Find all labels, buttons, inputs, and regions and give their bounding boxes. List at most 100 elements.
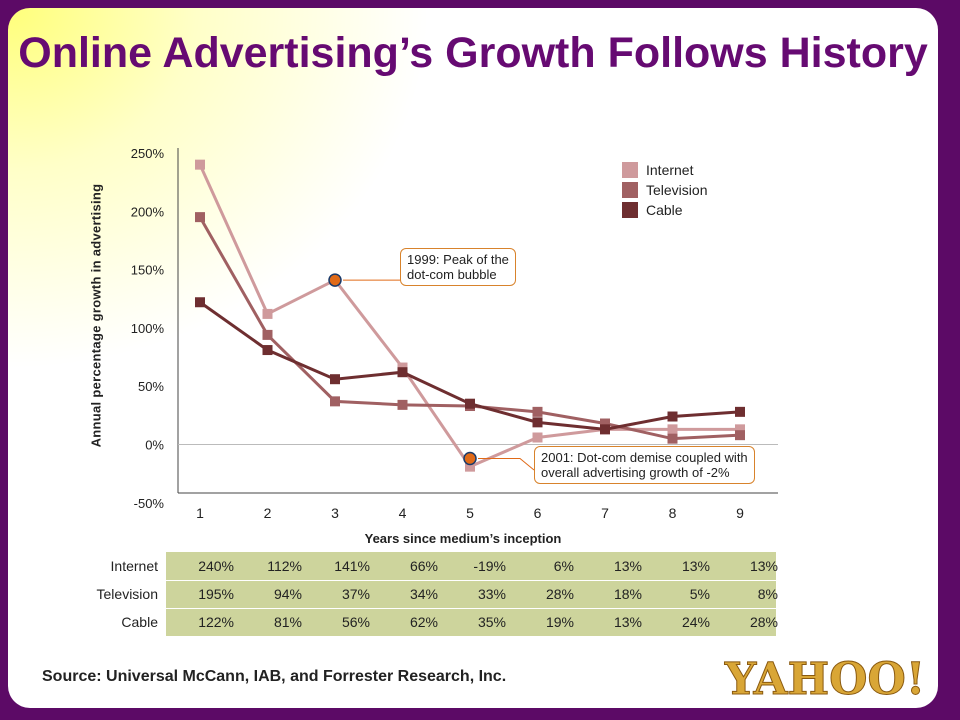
table-cell: 122% — [198, 614, 234, 630]
data-point-cable — [735, 406, 745, 417]
table-divider — [166, 580, 776, 581]
data-point-television — [532, 406, 543, 417]
legend-swatch — [622, 202, 638, 218]
data-point-television — [735, 430, 745, 441]
data-point-cable — [532, 417, 543, 428]
table-cell: 240% — [198, 558, 234, 574]
table-cell: 141% — [334, 558, 370, 574]
y-tick-label: 200% — [131, 204, 165, 219]
table-cell: 94% — [273, 586, 302, 602]
data-table-background — [166, 552, 776, 636]
x-tick-label: 1 — [196, 505, 204, 521]
x-axis-label: Years since medium’s inception — [364, 531, 562, 546]
x-tick-label: 4 — [399, 505, 407, 521]
x-tick-label: 6 — [534, 505, 542, 521]
table-cell: 8% — [757, 586, 778, 602]
line-chart: 250% 200% 150% 100% 50% 0% -50% 1 2 3 4 5 6 7 8 9 — [131, 146, 778, 521]
table-cell: 56% — [341, 614, 370, 630]
table-divider — [166, 608, 776, 609]
data-point-internet — [195, 159, 205, 170]
table-cell: 28% — [749, 614, 778, 630]
y-tick-label: 100% — [131, 321, 165, 336]
data-point-television — [330, 396, 340, 407]
annotation-line: 1999: Peak of the — [407, 252, 509, 267]
table-cell: 34% — [409, 586, 438, 602]
data-point-cable — [397, 367, 408, 378]
row-label: Cable — [121, 614, 158, 630]
table-cell: 81% — [273, 614, 302, 630]
table-cell: 6% — [553, 558, 574, 574]
table-row: Cable 122% 81% 56% 62% 35% 19% 13% 24% 28% — [121, 608, 778, 636]
y-tick-label: 150% — [131, 263, 165, 278]
x-tick-label: 3 — [331, 505, 339, 521]
table-cell: 66% — [409, 558, 438, 574]
x-tick-label: 5 — [466, 505, 474, 521]
table-cell: 62% — [409, 614, 438, 630]
annotation-line: dot-com bubble — [407, 267, 497, 282]
row-label: Internet — [110, 558, 158, 574]
table-cell: 37% — [341, 586, 370, 602]
y-tick-label: 0% — [145, 438, 164, 453]
table-cell: 35% — [477, 614, 506, 630]
table-row: Television 195% 94% 37% 34% 33% 28% 18% 5% 8% — [97, 580, 778, 608]
x-tick-label: 8 — [669, 505, 677, 521]
data-point-cable — [262, 345, 273, 356]
legend-label: Cable — [646, 202, 683, 218]
data-point-television — [262, 329, 273, 340]
table-cell: 13% — [681, 558, 710, 574]
y-tick-label: 50% — [138, 379, 164, 394]
table-cell: -19% — [473, 558, 506, 574]
annotation-1999-peak: 1999: Peak of the dot-com bubble — [400, 248, 516, 286]
table-row: Internet 240% 112% 141% 66% -19% 6% 13% 13% 13% — [111, 552, 778, 580]
row-label: Television — [96, 586, 158, 602]
data-point-cable — [330, 374, 340, 385]
data-point-television — [195, 212, 205, 223]
data-point-cable — [600, 424, 610, 435]
data-point-cable — [195, 297, 205, 308]
data-point-internet — [465, 461, 475, 472]
data-point-internet — [735, 424, 745, 435]
data-table: Internet 240% 112% 141% 66% -19% 6% 13% 13% 13% Te… — [97, 552, 778, 636]
data-point-cable — [465, 398, 475, 409]
data-point-television — [397, 399, 408, 410]
legend-item-internet: Internet — [622, 160, 707, 180]
legend-swatch — [622, 162, 638, 178]
annotation-leader — [478, 457, 535, 471]
table-cell: 195% — [198, 586, 234, 602]
table-cell: 5% — [689, 586, 710, 602]
annotation-line: 2001: Dot-com demise coupled with — [541, 450, 748, 465]
annotation-marker — [328, 273, 342, 287]
source-note: Source: Universal McCann, IAB, and Forre… — [42, 668, 507, 685]
yahoo-logo: YAHOO! — [723, 654, 925, 706]
table-cell: 112% — [267, 558, 302, 574]
logo-text: YAHOO! — [724, 654, 925, 705]
y-tick-label: 250% — [131, 146, 165, 161]
table-cell: 18% — [613, 586, 642, 602]
y-tick-label: -50% — [134, 496, 165, 511]
table-cell: 13% — [613, 558, 642, 574]
data-point-television — [667, 433, 678, 444]
x-tick-label: 7 — [601, 505, 609, 521]
legend-label: Internet — [646, 162, 694, 178]
legend-item-cable: Cable — [622, 200, 707, 220]
x-tick-label: 9 — [736, 505, 744, 521]
data-point-internet — [262, 308, 273, 319]
annotation-marker — [463, 451, 477, 466]
table-cell: 24% — [681, 614, 710, 630]
legend-label: Television — [646, 182, 708, 198]
table-cell: 33% — [477, 586, 506, 602]
legend: Internet Television Cable — [622, 160, 707, 220]
data-point-internet — [667, 424, 678, 435]
slide: Online Advertising’s Growth Follows Hist… — [8, 8, 938, 708]
data-point-television — [600, 418, 610, 429]
table-cell: 28% — [545, 586, 574, 602]
annotation-2001-demise: 2001: Dot-com demise coupled with overal… — [534, 446, 755, 484]
table-cell: 13% — [613, 614, 642, 630]
table-cell: 19% — [545, 614, 574, 630]
table-cell: 13% — [749, 558, 778, 574]
data-point-cable — [667, 411, 678, 422]
legend-item-television: Television — [622, 180, 707, 200]
data-point-internet — [532, 432, 543, 443]
annotation-line: overall advertising growth of -2% — [541, 465, 730, 480]
x-tick-label: 2 — [264, 505, 272, 521]
